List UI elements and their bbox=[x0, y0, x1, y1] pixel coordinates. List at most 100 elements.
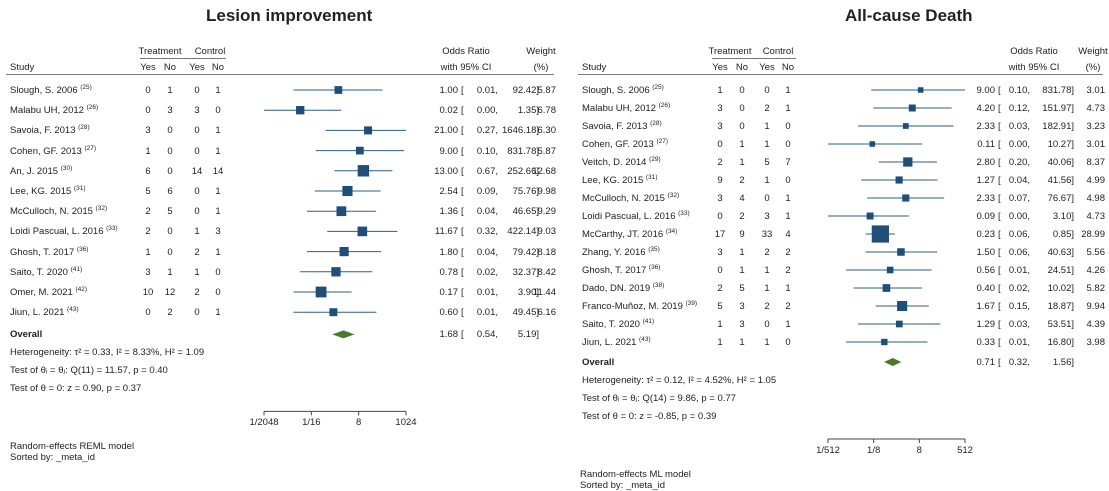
ci-upper: 0.85] bbox=[1052, 229, 1074, 240]
ci-open-bracket: [ bbox=[461, 165, 464, 177]
treatment-no: 0 bbox=[167, 125, 173, 137]
study-reference: (31) bbox=[645, 174, 658, 181]
control-yes: 1 bbox=[194, 266, 200, 278]
treatment-no: 1 bbox=[739, 337, 745, 348]
study-marker bbox=[908, 104, 916, 112]
control-no: 1 bbox=[215, 206, 221, 218]
weight-value: 4.98 bbox=[1086, 193, 1106, 204]
treatment-no: 9 bbox=[739, 229, 745, 240]
ci-upper: 3.90] bbox=[517, 287, 539, 298]
forest-plot bbox=[827, 87, 966, 443]
study-reference: (29) bbox=[649, 156, 661, 163]
study-reference: (27) bbox=[84, 144, 97, 152]
treatment-no: 1 bbox=[739, 265, 745, 276]
control-yes: 2 bbox=[764, 247, 770, 258]
control-yes: 0 bbox=[764, 319, 770, 330]
overall-label: Overall bbox=[582, 357, 615, 368]
treatment-no: 1 bbox=[167, 85, 173, 96]
study-name: Ghosh, T. 2017 (36) bbox=[10, 245, 89, 258]
weight-value: 5.82 bbox=[1086, 283, 1106, 294]
footer-note: Sorted by: _meta_id bbox=[580, 480, 666, 491]
study-marker bbox=[897, 300, 908, 312]
header-weight-pct: (%) bbox=[1085, 62, 1101, 73]
study-reference: (35) bbox=[648, 246, 660, 253]
study-name: McCulloch, N. 2015 (32) bbox=[582, 192, 680, 204]
weight-value: 9.94 bbox=[1086, 301, 1106, 312]
weight-value: 6.30 bbox=[537, 125, 557, 137]
treatment-yes: 3 bbox=[145, 266, 151, 278]
treatment-yes: 3 bbox=[717, 193, 723, 204]
control-no: 0 bbox=[215, 105, 221, 117]
study-reference: (43) bbox=[639, 336, 651, 343]
control-yes: 1 bbox=[764, 121, 770, 132]
study-marker bbox=[331, 267, 341, 277]
treatment-no: 5 bbox=[739, 283, 745, 294]
treatment-yes: 1 bbox=[717, 337, 723, 348]
odds-ratio-value: 1.80 bbox=[439, 246, 459, 258]
study-reference: (32) bbox=[95, 205, 108, 213]
overall-ci-upper: 1.56] bbox=[1052, 357, 1074, 368]
header-control-yes: Yes bbox=[759, 62, 775, 73]
study-reference: (32) bbox=[667, 192, 680, 199]
control-yes: 0 bbox=[194, 145, 200, 157]
study-name: Savoia, F. 2013 (28) bbox=[582, 120, 662, 132]
study-marker bbox=[882, 284, 891, 292]
study-name: An, J. 2015 (30) bbox=[10, 164, 73, 177]
odds-ratio-value: 0.56 bbox=[976, 265, 996, 276]
weight-value: 3.98 bbox=[1086, 337, 1106, 348]
x-tick-label: 512 bbox=[957, 445, 973, 456]
ci-lower: 0.02, bbox=[1008, 283, 1030, 294]
ci-upper: 182.91] bbox=[1042, 121, 1074, 132]
overall-diamond bbox=[883, 358, 902, 366]
control-no: 0 bbox=[215, 287, 221, 298]
ci-lower: 0.01, bbox=[1008, 337, 1030, 348]
ci-open-bracket: [ bbox=[998, 283, 1001, 294]
study-marker bbox=[917, 87, 924, 93]
stat-line: Test of θᵢ = θⱼ: Q(14) = 9.86, p = 0.77 bbox=[582, 393, 736, 404]
control-no: 2 bbox=[785, 247, 791, 258]
study-name: Ghosh, T. 2017 (36) bbox=[582, 264, 661, 276]
control-no: 0 bbox=[785, 337, 791, 348]
study-marker bbox=[869, 141, 876, 147]
study-name: Omer, M. 2021 (42) bbox=[10, 286, 88, 298]
ci-upper: 10.27] bbox=[1047, 139, 1074, 150]
header-treatment: Treatment bbox=[138, 46, 182, 57]
control-yes: 0 bbox=[194, 125, 200, 137]
study-marker bbox=[339, 247, 349, 257]
table-divider bbox=[6, 74, 554, 75]
header-ci: with 95% CI bbox=[1008, 62, 1060, 73]
study-marker bbox=[357, 165, 370, 177]
weight-value: 3.01 bbox=[1086, 139, 1106, 150]
ci-lower: 0.00, bbox=[476, 105, 498, 117]
study-reference: (33) bbox=[678, 210, 690, 217]
ci-open-bracket: [ bbox=[998, 229, 1001, 240]
control-no: 1 bbox=[215, 307, 221, 319]
treatment-yes: 6 bbox=[145, 165, 151, 177]
ci-upper: 1.35] bbox=[517, 105, 539, 117]
weight-value: 28.99 bbox=[1081, 229, 1105, 240]
study-reference: (39) bbox=[685, 300, 698, 307]
study-reference: (41) bbox=[642, 318, 655, 325]
treatment-no: 0 bbox=[167, 165, 173, 177]
x-tick-label: 8 bbox=[356, 417, 362, 429]
overall-ci-lower: 0.32, bbox=[1008, 357, 1030, 368]
study-reference: (42) bbox=[75, 286, 88, 293]
ci-lower: 0.32, bbox=[476, 226, 498, 238]
study-name: Zhang, Y. 2016 (35) bbox=[582, 246, 660, 258]
treatment-no: 0 bbox=[739, 85, 745, 96]
study-reference: (36) bbox=[76, 245, 89, 253]
ci-upper: 831.78] bbox=[1042, 85, 1074, 96]
ci-upper: 41.56] bbox=[1047, 175, 1074, 186]
table-divider bbox=[578, 74, 1103, 75]
study-name: Malabu UH, 2012 (26) bbox=[10, 104, 99, 117]
ci-open-bracket: [ bbox=[998, 337, 1001, 348]
ci-upper: 46.65] bbox=[512, 206, 539, 218]
ci-upper: 49.45] bbox=[512, 307, 539, 319]
control-yes: 14 bbox=[191, 165, 203, 177]
odds-ratio-value: 1.00 bbox=[439, 85, 459, 96]
control-no: 1 bbox=[785, 211, 791, 222]
odds-ratio-value: 0.23 bbox=[976, 229, 996, 240]
odds-ratio-value: 0.02 bbox=[439, 105, 459, 117]
stat-line: Heterogeneity: τ² = 0.33, I² = 8.33%, H²… bbox=[10, 347, 205, 359]
header-control-no: No bbox=[781, 62, 795, 73]
